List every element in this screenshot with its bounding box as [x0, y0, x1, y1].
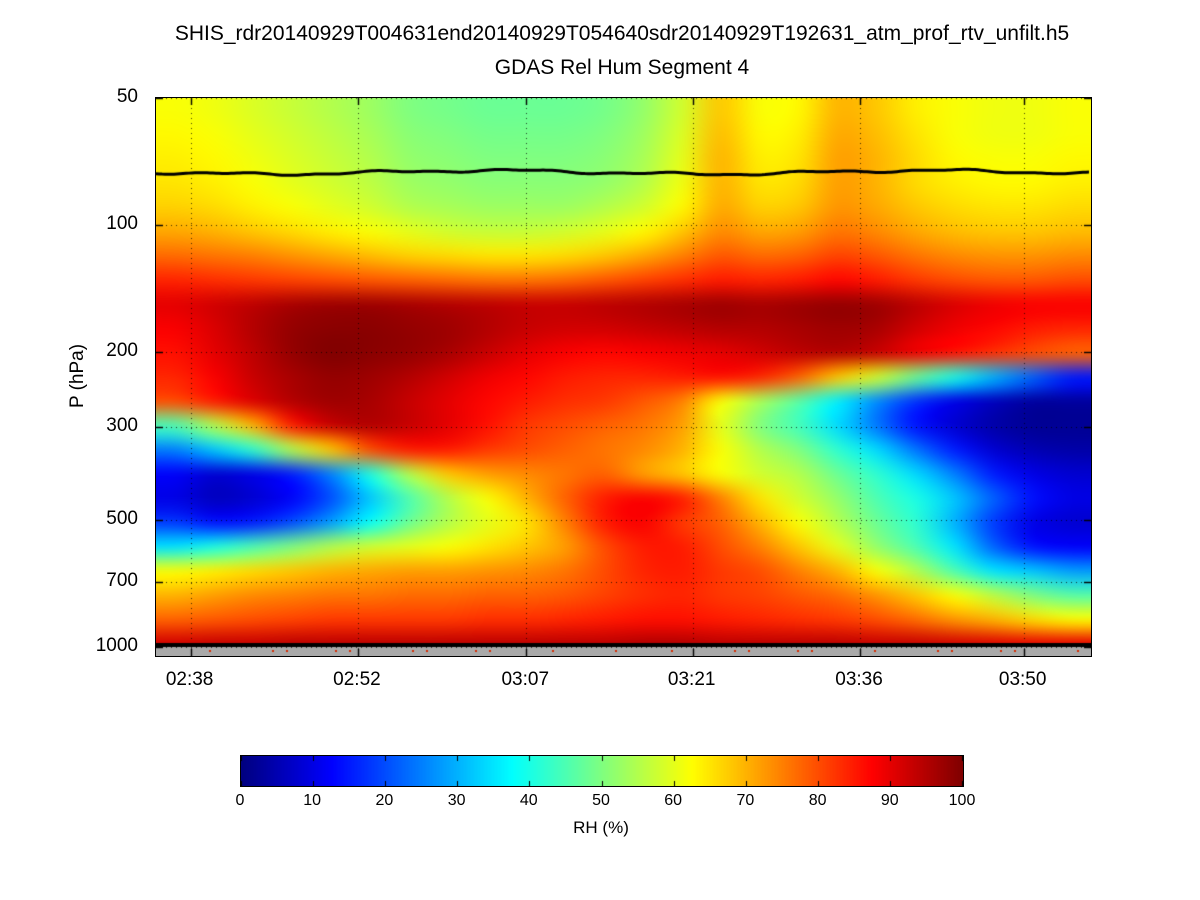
x-tick-label: 03:50 — [998, 669, 1047, 690]
y-tick-label: 200 — [106, 339, 138, 361]
colorbar-label: RH (%) — [573, 818, 629, 837]
y-tick-label: 500 — [106, 507, 138, 529]
colorbar-tick-label: 70 — [736, 792, 755, 809]
y-tick-label: 100 — [106, 213, 138, 235]
colorbar-canvas — [240, 755, 964, 787]
heatmap-plot-area — [155, 97, 1092, 657]
colorbar-tick-label: 30 — [447, 792, 466, 809]
y-tick-label: 50 — [116, 86, 138, 107]
x-tick-label: 02:52 — [333, 669, 381, 690]
colorbar-tick-label: 50 — [592, 792, 610, 809]
y-tick-label: 700 — [106, 569, 138, 591]
y-tick-label: 1000 — [95, 635, 138, 657]
heatmap-canvas — [156, 98, 1091, 656]
x-tick-label: 03:36 — [835, 669, 883, 690]
colorbar-tick-label: 100 — [948, 792, 976, 809]
x-tick-label: 03:07 — [501, 669, 550, 690]
x-tick-label: 02:38 — [165, 669, 214, 690]
y-axis-tick-labels: 50 100 200 300 500 700 1000 — [0, 86, 146, 657]
figure-subtitle: GDAS Rel Hum Segment 4 — [494, 56, 750, 79]
colorbar-tick-label: 20 — [375, 792, 394, 809]
figure-title: SHIS_rdr20140929T004631end20140929T05464… — [174, 22, 1070, 45]
colorbar-tick-label: 60 — [664, 792, 683, 809]
y-tick-label: 300 — [106, 414, 138, 436]
x-axis-tick-labels: 02:38 02:52 03:07 03:21 03:36 03:50 — [155, 669, 1090, 695]
colorbar-tick-label: 10 — [303, 792, 322, 809]
colorbar-tick-label: 80 — [808, 792, 827, 809]
x-tick-label: 03:21 — [667, 669, 716, 690]
colorbar-tick-label: 90 — [880, 792, 899, 809]
colorbar-tick-label: 0 — [235, 792, 245, 809]
colorbar-tick-label: 40 — [519, 792, 538, 809]
colorbar-tick-labels: 0 10 20 30 40 50 60 70 80 90 100 — [236, 792, 976, 814]
